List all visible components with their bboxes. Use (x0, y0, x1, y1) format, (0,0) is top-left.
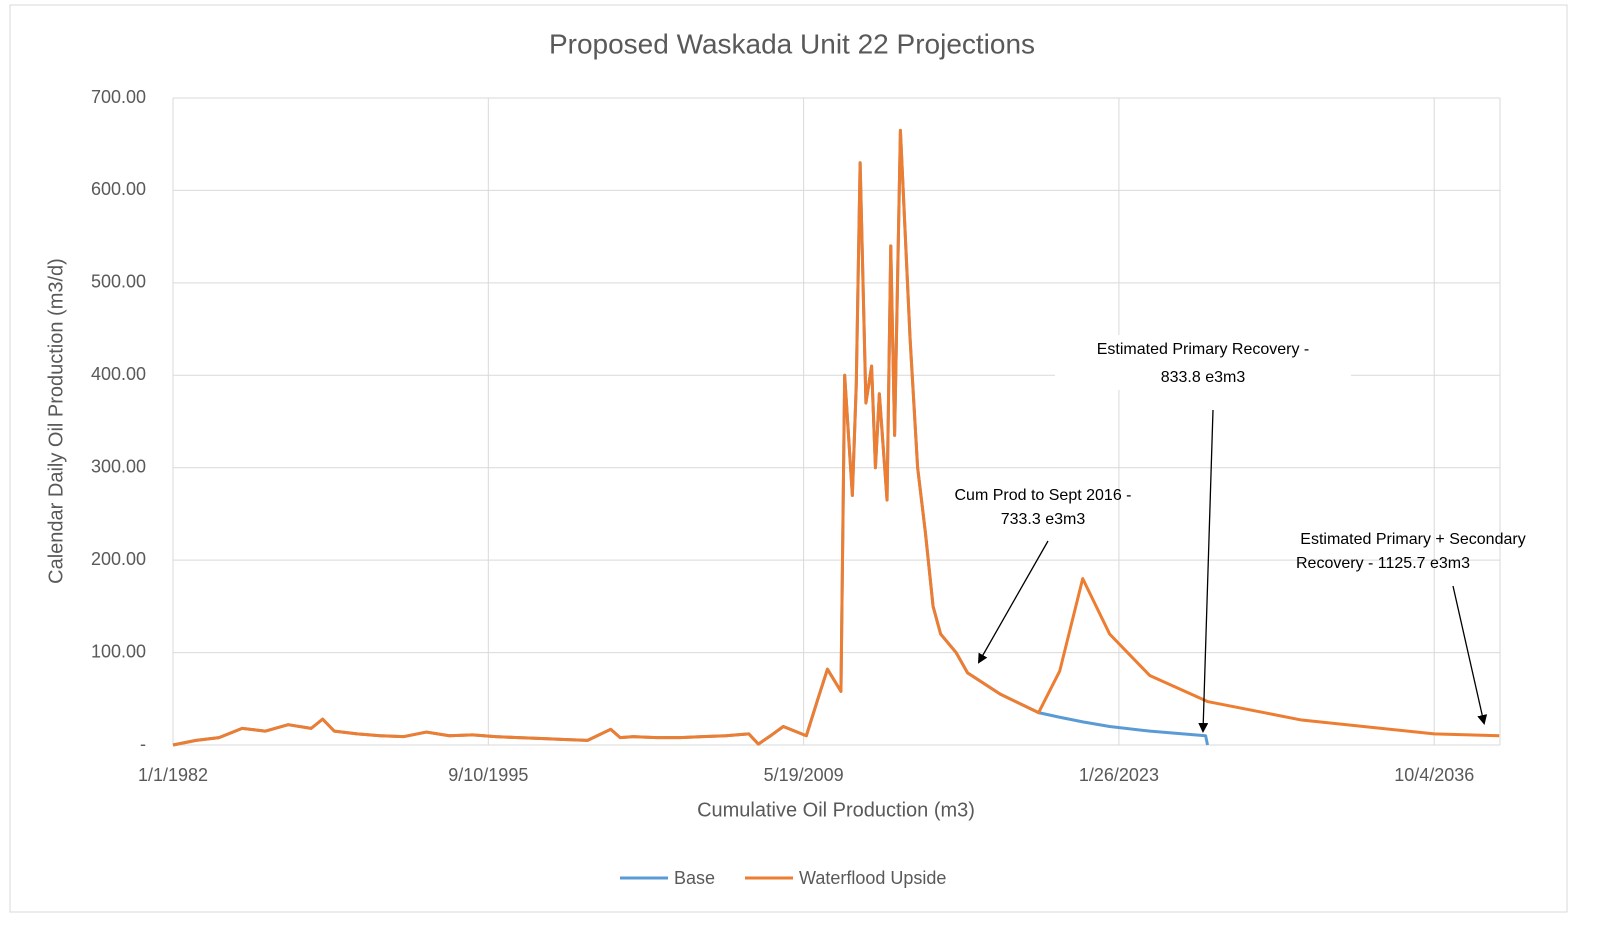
annotation: Estimated Primary Recovery - (1097, 341, 1310, 358)
y-tick-label: 300.00 (91, 456, 146, 476)
annotation: Estimated Primary + Secondary (1300, 531, 1525, 548)
y-tick-label: - (140, 734, 146, 754)
x-tick-label: 1/26/2023 (1079, 765, 1159, 785)
x-tick-label: 5/19/2009 (764, 765, 844, 785)
x-tick-label: 10/4/2036 (1394, 765, 1474, 785)
x-axis-title: Cumulative Oil Production (m3) (697, 799, 975, 821)
chart-title: Proposed Waskada Unit 22 Projections (549, 28, 1035, 59)
x-tick-label: 1/1/1982 (138, 765, 208, 785)
annotation: 733.3 e3m3 (1001, 511, 1086, 528)
annotation-arrow (1198, 409, 1214, 733)
y-axis-title: Calendar Daily Oil Production (m3/d) (45, 258, 67, 584)
x-tick-label: 9/10/1995 (448, 765, 528, 785)
y-tick-label: 400.00 (91, 364, 146, 384)
annotation: Recovery - 1125.7 e3m3 (1296, 555, 1470, 572)
chart-frame (9, 4, 1568, 913)
y-tick-label: 500.00 (91, 272, 146, 292)
legend-label: Base (674, 868, 715, 888)
y-tick-label: 200.00 (91, 549, 146, 569)
annotation-arrow (978, 540, 1049, 664)
annotation: Cum Prod to Sept 2016 - (955, 487, 1132, 504)
legend-label: Waterflood Upside (799, 868, 946, 888)
y-tick-label: 100.00 (91, 641, 146, 661)
y-tick-label: 700.00 (91, 87, 146, 107)
annotation-arrow (1452, 585, 1488, 725)
y-tick-label: 600.00 (91, 179, 146, 199)
annotation-box (1055, 335, 1351, 390)
annotation: 833.8 e3m3 (1161, 369, 1246, 386)
series-line (172, 128, 1500, 747)
